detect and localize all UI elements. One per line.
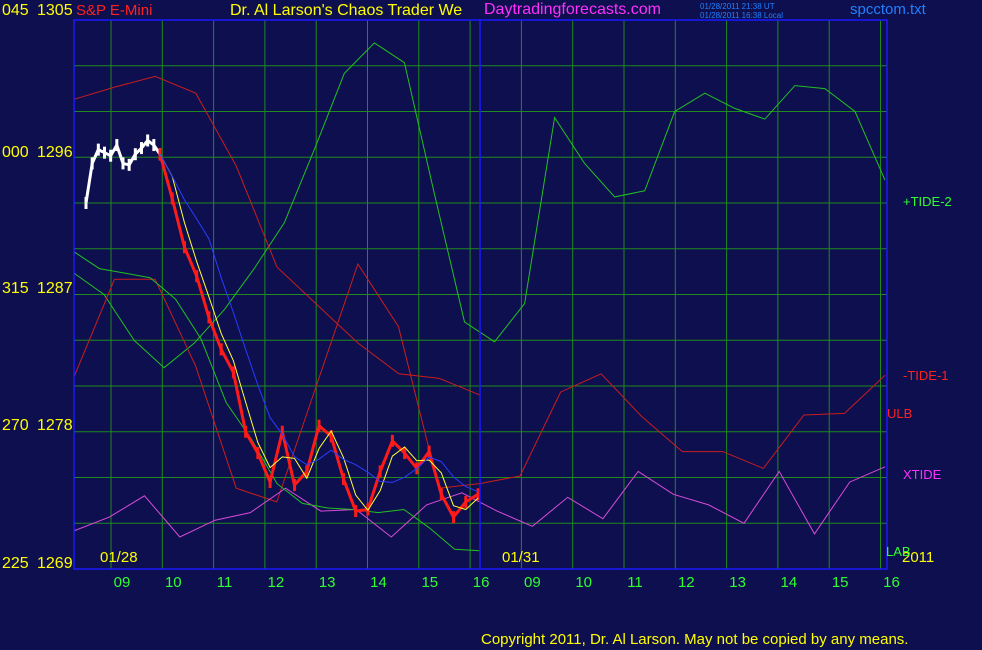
page-title: Dr. Al Larson's Chaos Trader We <box>230 2 463 19</box>
x-tick-label: 11 <box>627 574 643 591</box>
x-tick-label: 16 <box>883 574 900 591</box>
legend-xtide: XTIDE <box>903 467 942 482</box>
timestamp-ut: 01/28/2011 21:38 UT <box>700 2 775 11</box>
legend-tide1: -TIDE-1 <box>903 368 949 383</box>
site-name[interactable]: Daytradingforecasts.com <box>484 1 661 18</box>
price-bars <box>84 134 480 524</box>
series-ulb <box>73 75 481 396</box>
scale-label-000: 000 <box>2 144 29 161</box>
price-bar-up-trace <box>84 138 162 204</box>
x-tick-label: 15 <box>832 574 849 591</box>
x-tick-label: 16 <box>473 574 490 591</box>
price-label-top: 1305 <box>37 2 73 19</box>
series-lab <box>73 251 481 552</box>
scale-label-315: 315 <box>2 280 29 297</box>
x-tick-label: 12 <box>678 574 695 591</box>
x-tick-label: 09 <box>114 574 131 591</box>
scale-label-top: 045 <box>2 2 29 19</box>
timestamp-local: 01/28/2011 16:38 Local <box>700 11 784 20</box>
moving-average-fast <box>159 153 479 512</box>
date-label-0131: 01/31 <box>502 549 540 566</box>
date-label-0128: 01/28 <box>100 549 138 566</box>
x-tick-label: 13 <box>319 574 336 591</box>
price-bar-down-trace <box>158 153 479 520</box>
x-tick-label: 11 <box>217 574 233 591</box>
x-tick-label: 15 <box>421 574 438 591</box>
copyright-notice: Copyright 2011, Dr. Al Larson. May not b… <box>481 631 909 648</box>
price-label-1278: 1278 <box>37 417 73 434</box>
x-tick-label: 14 <box>781 574 798 591</box>
x-tick-label: 09 <box>524 574 541 591</box>
x-tick-label: 14 <box>370 574 387 591</box>
x-tick-label: 12 <box>268 574 285 591</box>
file-name: spcctom.txt <box>850 1 926 18</box>
price-label-1269: 1269 <box>37 555 73 572</box>
x-tick-label: 13 <box>729 574 746 591</box>
date-label-year: 2011 <box>902 549 935 566</box>
legend-lab: LAB <box>886 544 911 559</box>
price-label-1287: 1287 <box>37 280 73 297</box>
price-label-1296: 1296 <box>37 144 73 161</box>
x-tick-label: 10 <box>165 574 182 591</box>
moving-average-slow <box>159 153 479 493</box>
legend-ulb: ULB <box>887 406 913 421</box>
x-tick-label: 10 <box>575 574 592 591</box>
frame <box>73 19 888 570</box>
scale-label-225: 225 <box>2 555 29 572</box>
legend-tide2: +TIDE-2 <box>903 194 952 209</box>
scale-label-270: 270 <box>2 417 29 434</box>
instrument-title: S&P E-Mini <box>76 2 153 19</box>
